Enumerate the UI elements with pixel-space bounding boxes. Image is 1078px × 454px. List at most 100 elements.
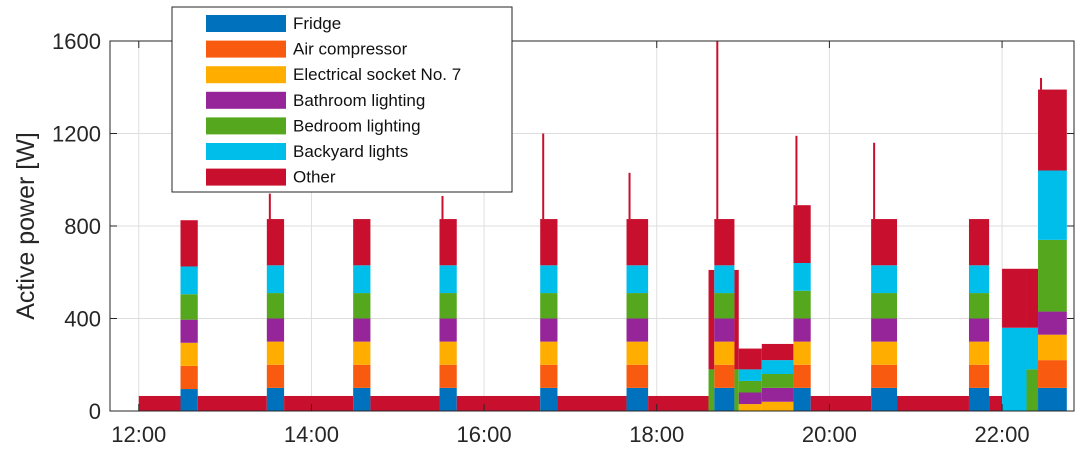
area-bedroom-lighting: [969, 293, 989, 318]
area-air-compressor: [714, 365, 734, 388]
area-air-compressor: [969, 365, 989, 388]
area-other: [353, 219, 370, 265]
time-segment: [139, 396, 181, 411]
area-fridge: [439, 388, 456, 411]
peak-spike: [1040, 78, 1042, 90]
area-other: [198, 396, 267, 411]
legend-label: Other: [293, 168, 336, 187]
area-bedroom-lighting: [1027, 369, 1039, 411]
area-air-compressor: [353, 365, 370, 388]
area-backyard-lights: [1002, 328, 1026, 411]
peak-spike: [542, 134, 544, 220]
area-backyard-lights: [739, 369, 762, 381]
area-other: [709, 270, 715, 369]
x-tick-label: 18:00: [629, 422, 684, 447]
area-air-compressor: [1038, 360, 1067, 388]
area-other: [734, 270, 738, 369]
area-backyard-lights: [353, 265, 370, 293]
area-bedroom-lighting: [762, 374, 794, 388]
peak-spike: [873, 143, 875, 219]
area-bathroom-lighting: [627, 319, 649, 342]
area-electrical-socket-no-7: [871, 342, 897, 365]
area-fridge: [1038, 388, 1067, 411]
area-electrical-socket-no-7: [1038, 335, 1067, 360]
area-electrical-socket-no-7: [739, 404, 762, 411]
area-air-compressor: [439, 365, 456, 388]
legend: Fridge Air compressor Electrical socket No…: [172, 7, 512, 192]
time-segment: [181, 220, 198, 411]
y-tick-label: 0: [89, 399, 101, 424]
area-fridge: [871, 388, 897, 411]
area-air-compressor: [181, 366, 198, 389]
peak-spike: [716, 41, 718, 219]
area-other: [871, 219, 897, 265]
time-segment: [457, 396, 540, 411]
area-backyard-lights: [714, 265, 734, 293]
time-segment: [370, 396, 439, 411]
area-bedroom-lighting: [793, 291, 810, 319]
area-bathroom-lighting: [181, 320, 198, 343]
area-bathroom-lighting: [1038, 312, 1067, 335]
area-fridge: [793, 388, 810, 411]
time-segment: [897, 396, 969, 411]
time-segment: [871, 143, 897, 411]
area-other: [284, 396, 353, 411]
area-bedroom-lighting: [1038, 240, 1067, 312]
legend-swatch: [206, 15, 286, 32]
time-segment: [969, 219, 989, 411]
area-other: [969, 219, 989, 265]
area-bedroom-lighting: [353, 293, 370, 318]
area-other: [627, 219, 649, 265]
area-bathroom-lighting: [762, 388, 794, 402]
area-bathroom-lighting: [871, 319, 897, 342]
area-bathroom-lighting: [540, 319, 557, 342]
area-bathroom-lighting: [353, 319, 370, 342]
y-tick-label: 1600: [52, 29, 101, 54]
area-bedroom-lighting: [540, 293, 557, 318]
area-other: [762, 344, 794, 360]
area-bedroom-lighting: [871, 293, 897, 318]
area-air-compressor: [793, 365, 810, 388]
area-fridge: [267, 388, 284, 411]
legend-label: Air compressor: [293, 40, 408, 59]
area-other: [1038, 90, 1067, 171]
area-backyard-lights: [762, 360, 794, 374]
area-fridge: [969, 388, 989, 411]
x-tick-label: 12:00: [111, 422, 166, 447]
area-other: [1027, 269, 1039, 328]
area-bathroom-lighting: [439, 319, 456, 342]
area-air-compressor: [540, 365, 557, 388]
x-tick-label: 16:00: [457, 422, 512, 447]
time-segment: [811, 396, 871, 411]
legend-swatch: [206, 169, 286, 186]
x-tick-label: 22:00: [975, 422, 1030, 447]
area-other: [793, 205, 810, 263]
time-segment: [739, 349, 762, 411]
legend-label: Fridge: [293, 14, 341, 33]
area-bedroom-lighting: [439, 293, 456, 318]
time-segment: [1027, 269, 1039, 411]
area-electrical-socket-no-7: [793, 342, 810, 365]
area-other: [739, 349, 762, 370]
time-segment: [353, 219, 370, 411]
area-fridge: [714, 388, 734, 411]
area-other: [439, 219, 456, 265]
legend-label: Backyard lights: [293, 142, 408, 161]
legend-swatch: [206, 143, 286, 160]
y-tick-label: 400: [64, 307, 101, 332]
x-tick-label: 14:00: [284, 422, 339, 447]
area-fridge: [540, 388, 557, 411]
area-other: [1002, 269, 1026, 328]
y-tick-label: 800: [64, 214, 101, 239]
area-other: [897, 396, 969, 411]
peak-spike: [441, 196, 443, 219]
legend-swatch: [206, 92, 286, 109]
area-backyard-lights: [1027, 328, 1039, 370]
legend-swatch: [206, 66, 286, 83]
area-air-compressor: [627, 365, 649, 388]
time-segment: [734, 270, 738, 411]
area-electrical-socket-no-7: [267, 342, 284, 365]
time-segment: [709, 270, 715, 411]
